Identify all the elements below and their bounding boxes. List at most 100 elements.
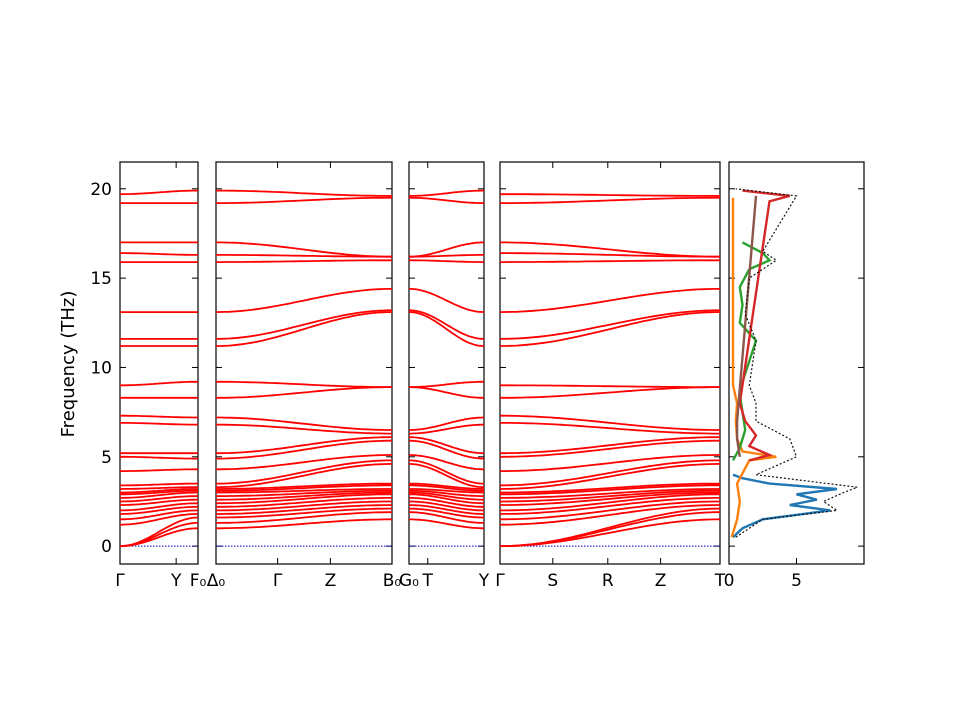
phonon-band xyxy=(120,455,198,460)
phonon-band xyxy=(409,288,485,313)
phonon-band xyxy=(500,436,721,455)
k-point-label: Γ xyxy=(495,571,505,591)
phonon-band xyxy=(216,259,392,263)
k-point-label: Z xyxy=(655,571,667,591)
phonon-band xyxy=(216,241,392,258)
phonon-band xyxy=(409,380,484,388)
phonon-band xyxy=(500,500,720,521)
phonon-band xyxy=(120,482,198,487)
phonon-band xyxy=(120,468,198,472)
phonon-band xyxy=(216,504,393,515)
phonon-band xyxy=(216,511,392,524)
phonon-band xyxy=(500,422,720,435)
k-point-label: Γ xyxy=(115,571,125,591)
phonon-band xyxy=(216,482,392,490)
phonon-band xyxy=(500,386,720,399)
phonon-band xyxy=(409,416,484,431)
phonon-band xyxy=(409,459,484,485)
k-point-label: Δ₀ xyxy=(207,571,226,591)
k-point-label: Y xyxy=(170,571,182,591)
phonon-band xyxy=(120,522,198,547)
phonon-band xyxy=(499,463,721,490)
phonon-band xyxy=(120,380,198,387)
phonon-band xyxy=(120,509,198,521)
phonon-band xyxy=(500,384,720,388)
phonon-band xyxy=(409,493,485,505)
dos-curve xyxy=(731,241,772,461)
phonon-band xyxy=(500,196,720,204)
dos-curve xyxy=(735,195,758,457)
phonon-band xyxy=(409,189,484,197)
dos-curve xyxy=(738,189,791,462)
phonon-band xyxy=(408,489,484,497)
phonon-band xyxy=(500,491,721,506)
phonon-band xyxy=(216,439,392,460)
phonon-band xyxy=(216,436,393,455)
phonon-band xyxy=(216,497,392,508)
k-point-label: Y xyxy=(478,571,490,591)
phonon-band xyxy=(409,241,484,258)
phonon-band xyxy=(500,504,721,526)
phonon-band xyxy=(120,495,198,503)
phonon-band xyxy=(216,454,392,471)
phonon-band xyxy=(216,196,392,204)
phonon-band xyxy=(408,463,485,489)
phonon-band xyxy=(409,497,484,508)
k-point-label: Γ xyxy=(273,571,283,591)
k-point-label: B₀ xyxy=(383,571,402,591)
phonon-band xyxy=(500,259,720,263)
phonon-band xyxy=(215,423,392,435)
y-tick-label: 5 xyxy=(101,448,112,468)
k-point-label: R xyxy=(602,571,614,591)
phonon-band xyxy=(120,422,198,426)
phonon-band xyxy=(500,311,720,347)
phonon-band xyxy=(120,489,199,496)
phonon-band xyxy=(500,493,720,512)
panel-frame xyxy=(119,161,199,565)
k-point-label: F₀ xyxy=(190,571,207,591)
y-tick-label: 10 xyxy=(90,358,112,378)
y-axis-label: Frequency (THz) xyxy=(58,291,79,438)
phonon-band xyxy=(499,309,720,340)
panel-frame xyxy=(499,161,721,565)
phonon-band xyxy=(120,498,198,506)
phonon-band xyxy=(409,423,485,435)
phonon-band xyxy=(215,463,393,489)
phonon-band xyxy=(409,484,484,492)
phonon-band xyxy=(216,416,392,431)
phonon-band xyxy=(409,309,485,340)
phonon-band xyxy=(500,482,720,494)
phonon-band xyxy=(500,193,720,197)
phonon-band xyxy=(500,511,720,547)
phonon-band xyxy=(216,500,392,512)
x-tick-label: 5 xyxy=(791,571,802,591)
phonon-band xyxy=(216,491,392,501)
phonon-band xyxy=(216,189,392,197)
phonon-band xyxy=(120,505,198,515)
phonon-band xyxy=(409,482,484,490)
phonon-band xyxy=(408,504,484,515)
phonon-band xyxy=(216,489,393,497)
phonon-band xyxy=(409,454,484,471)
panel-frame xyxy=(408,161,485,565)
phonon-band xyxy=(409,311,484,347)
phonon-band xyxy=(409,488,484,494)
phonon-band xyxy=(499,497,720,515)
phonon-band xyxy=(120,252,198,256)
phonon-band xyxy=(216,311,392,347)
phonon-band xyxy=(500,241,720,258)
k-point-label: S xyxy=(547,571,558,591)
phonon-band xyxy=(216,518,392,530)
phonon-band xyxy=(409,511,484,524)
phonon-band xyxy=(499,459,720,487)
phonon-band xyxy=(216,459,392,485)
phonon-band xyxy=(120,414,198,419)
phonon-band xyxy=(120,189,198,196)
phonon-band xyxy=(120,502,198,512)
phonon-band xyxy=(216,380,392,388)
phonon-band xyxy=(216,488,392,494)
phonon-band xyxy=(215,493,392,505)
phonon-band xyxy=(500,414,720,431)
phonon-band xyxy=(499,288,720,313)
